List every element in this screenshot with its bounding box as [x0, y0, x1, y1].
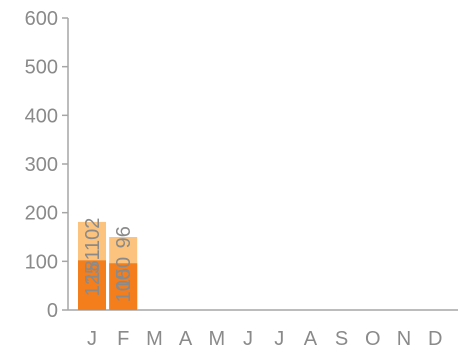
y-tick-label: 400 [25, 105, 58, 127]
x-tick-label: A [179, 328, 193, 350]
y-axis: 0 100 200 300 400 500 600 [25, 8, 69, 322]
y-tick-label: 0 [47, 300, 58, 322]
x-tick-label: D [428, 328, 442, 350]
data-label: 181 [82, 249, 104, 282]
x-tick-label: N [397, 328, 411, 350]
x-tick-label: J [87, 328, 97, 350]
x-tick-label: J [243, 328, 253, 350]
bar-segment [109, 263, 138, 310]
data-label: 125 [82, 263, 104, 296]
x-tick-label: J [274, 328, 284, 350]
x-tick-label: A [304, 328, 318, 350]
y-tick-label: 100 [25, 251, 58, 273]
y-tick-label: 500 [25, 57, 58, 79]
x-tick-label: O [365, 328, 381, 350]
bars [78, 221, 138, 310]
x-tick-label: M [146, 328, 163, 350]
data-label: 102 [82, 218, 104, 251]
x-tick-label: S [335, 328, 348, 350]
data-label: 150 [113, 257, 135, 290]
y-tick-label: 300 [25, 154, 58, 176]
x-tick-label: M [208, 328, 225, 350]
x-tick-label: F [117, 328, 129, 350]
data-label: 100 [113, 269, 135, 302]
y-tick-label: 600 [25, 8, 58, 30]
bar-segment [78, 260, 106, 310]
data-label: 96 [113, 226, 135, 248]
y-tick-label: 200 [25, 203, 58, 225]
